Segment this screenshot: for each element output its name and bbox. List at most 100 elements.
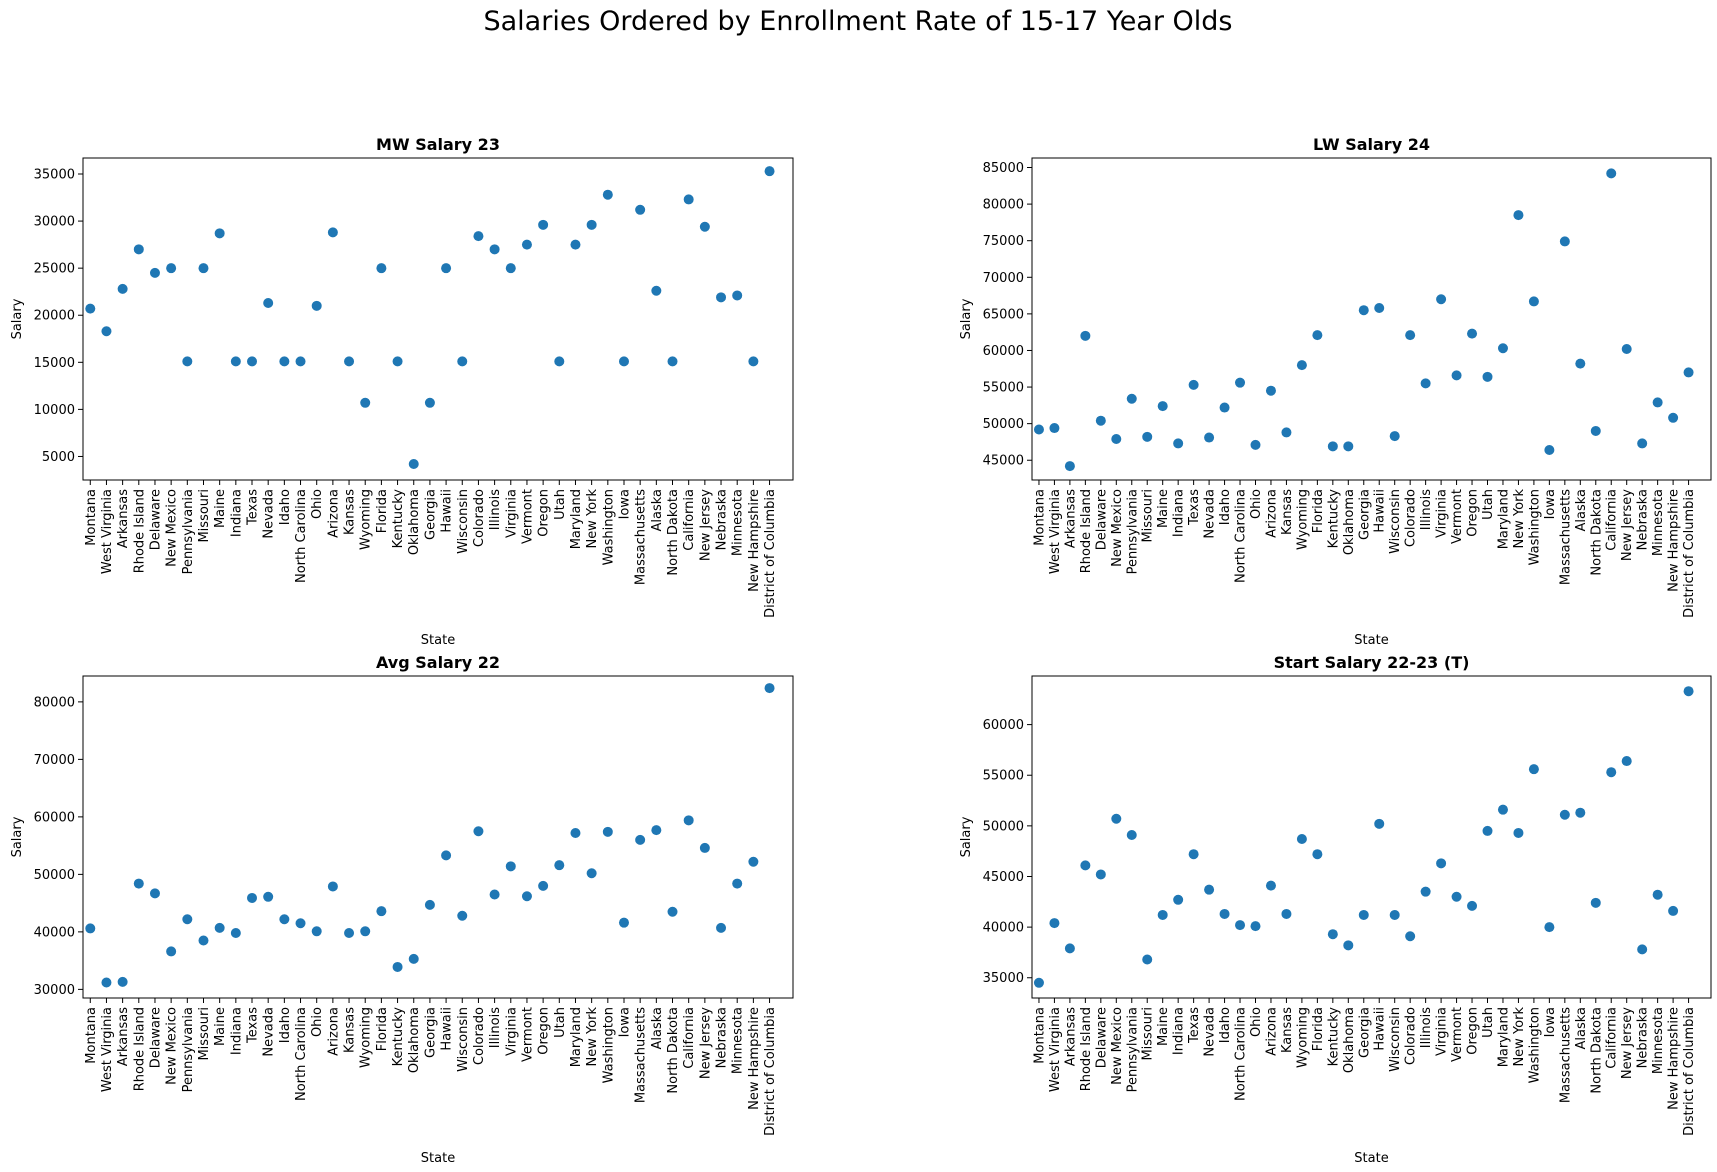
x-tick-label: Vermont [1450, 489, 1465, 544]
data-point [198, 935, 209, 946]
x-tick-label: Illinois [1419, 1007, 1434, 1048]
y-tick-label: 70000 [34, 753, 75, 768]
data-point [586, 219, 597, 230]
data-point [1312, 330, 1323, 341]
x-tick-label: New York [1512, 1007, 1527, 1067]
data-point [1528, 296, 1539, 307]
data-point [489, 889, 500, 900]
x-tick-label: North Dakota [1589, 1007, 1604, 1094]
data-point [1142, 954, 1153, 965]
x-tick-label: District of Columbia [763, 489, 778, 618]
data-point [1219, 402, 1230, 413]
data-point [376, 906, 387, 917]
data-point [1358, 305, 1369, 316]
data-point [1451, 891, 1462, 902]
y-tick-label: 5000 [42, 450, 75, 465]
x-tick-label: New York [585, 1007, 600, 1067]
x-tick-label: Colorado [1404, 489, 1419, 547]
data-point [602, 826, 613, 837]
data-point [1451, 370, 1462, 381]
x-tick-label: Kansas [1280, 489, 1295, 535]
y-tick-label: 80000 [34, 695, 75, 710]
x-tick-label: Virginia [1435, 489, 1450, 538]
data-point [1188, 849, 1199, 860]
data-point [117, 976, 128, 987]
x-tick-label: Hawaii [1373, 1007, 1388, 1051]
data-point [732, 878, 743, 889]
x-tick-label: Kansas [343, 489, 358, 535]
x-tick-label: New Hampshire [1667, 1007, 1682, 1110]
data-point [1420, 378, 1431, 389]
data-point [473, 231, 484, 242]
plot-3: Avg Salary 22 30000 40000 50000 60000 70000 80… [10, 653, 794, 1166]
data-point [295, 918, 306, 929]
data-point [133, 244, 144, 255]
x-tick-label: Iowa [617, 489, 632, 519]
x-tick-label: Iowa [1543, 489, 1558, 519]
data-point [133, 878, 144, 889]
x-tick-label: District of Columbia [763, 1007, 778, 1136]
data-point [1126, 393, 1137, 404]
x-tick-label: Georgia [423, 489, 438, 540]
x-tick-label: Utah [1481, 489, 1496, 520]
data-point [1467, 900, 1478, 911]
data-point [85, 923, 96, 934]
x-tick-label: Indiana [1172, 489, 1187, 537]
x-tick-label: Illinois [488, 1007, 503, 1048]
x-tick-label: Oklahoma [407, 1007, 422, 1073]
x-tick-label: Utah [553, 489, 568, 520]
y-tick-label: 40000 [34, 925, 75, 940]
x-tick-label: Oregon [537, 489, 552, 537]
data-point [182, 914, 193, 925]
axes-frame [1031, 675, 1712, 999]
figure-title: Salaries Ordered by Enrollment Rate of 1… [484, 6, 1233, 37]
x-tick-label: Alaska [1574, 1007, 1589, 1050]
data-point [182, 356, 193, 367]
data-point [1173, 438, 1184, 449]
x-tick-label: Arkansas [1063, 489, 1078, 548]
data-point [1250, 439, 1261, 450]
x-tick-label: Ohio [310, 1007, 325, 1037]
x-tick-label: Colorado [1404, 1007, 1419, 1065]
x-tick-label: Utah [1481, 1007, 1496, 1038]
x-tick-label: Illinois [1419, 489, 1434, 530]
data-point [1343, 940, 1354, 951]
plot-title: MW Salary 23 [376, 135, 500, 154]
x-axis-label: State [421, 1151, 455, 1166]
y-tick-label: 45000 [983, 870, 1024, 885]
x-tick-label: North Carolina [294, 1007, 309, 1101]
data-point [1265, 880, 1276, 891]
x-tick-label: Kentucky [391, 489, 406, 549]
x-tick-label: Ohio [1249, 1007, 1264, 1037]
x-tick-label: Nevada [262, 489, 277, 539]
data-point [1049, 423, 1060, 434]
data-point [149, 888, 160, 899]
data-point [1281, 908, 1292, 919]
x-tick-label: Hawaii [440, 489, 455, 533]
x-tick-label: Arizona [326, 489, 341, 538]
x-tick-label: Alaska [650, 1007, 665, 1050]
x-tick-label: Pennsylvania [181, 1007, 196, 1092]
x-tick-label: Maine [213, 1007, 228, 1046]
x-tick-label: Arizona [1264, 489, 1279, 538]
y-axis-label: Salary [959, 298, 974, 339]
x-tick-label: Colorado [472, 1007, 487, 1065]
x-tick-label: Oregon [537, 1007, 552, 1055]
x-tick-label: Missouri [197, 489, 212, 543]
data-point [635, 204, 646, 215]
data-point [1296, 834, 1307, 845]
data-point [424, 397, 435, 408]
x-tick-label: Wyoming [359, 489, 374, 550]
data-point [1590, 425, 1601, 436]
x-axis-label: State [1354, 1151, 1388, 1166]
x-tick-label: Nebraska [715, 1007, 730, 1068]
data-point [1389, 431, 1400, 442]
x-tick-label: Delaware [1094, 1007, 1109, 1068]
data-point [1683, 686, 1694, 697]
data-point [1204, 432, 1215, 443]
x-tick-label: Montana [1032, 1007, 1047, 1064]
x-tick-label: Arkansas [1063, 1007, 1078, 1066]
x-tick-label: Wyoming [1295, 489, 1310, 550]
y-tick-label: 35000 [983, 971, 1024, 986]
